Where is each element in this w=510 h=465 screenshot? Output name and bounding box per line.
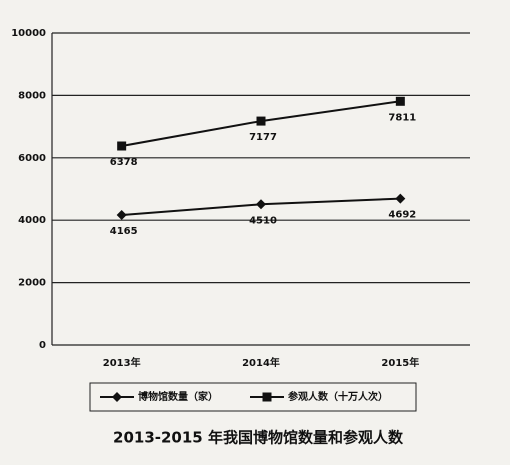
data-label: 7177 xyxy=(249,132,277,143)
y-tick-label: 6000 xyxy=(18,153,46,164)
data-label: 7811 xyxy=(388,112,416,123)
chart-title: 2013-2015 年我国博物馆数量和参观人数 xyxy=(113,429,404,447)
data-label: 4165 xyxy=(110,226,138,237)
data-label: 6378 xyxy=(110,157,138,168)
point xyxy=(256,199,266,210)
x-tick-label: 2014年 xyxy=(242,356,280,369)
point xyxy=(116,210,127,221)
point xyxy=(117,141,127,151)
y-tick-label: 2000 xyxy=(18,278,46,289)
x-tick-label: 2015年 xyxy=(381,356,419,369)
legend-box xyxy=(89,382,417,412)
y-tick-label: 0 xyxy=(39,340,46,351)
point xyxy=(262,392,272,402)
legend-label: 参观人数（十万人次） xyxy=(288,390,388,403)
data-label: 4692 xyxy=(388,210,416,221)
point xyxy=(395,193,406,204)
point xyxy=(256,116,266,126)
point xyxy=(112,392,122,402)
y-tick-label: 10000 xyxy=(11,28,46,39)
y-tick-label: 8000 xyxy=(18,90,46,101)
point xyxy=(395,96,405,106)
y-tick-label: 4000 xyxy=(18,215,46,226)
data-label: 4510 xyxy=(249,215,277,226)
legend-label: 博物馆数量（家） xyxy=(138,390,218,403)
x-tick-label: 2013年 xyxy=(103,356,141,369)
